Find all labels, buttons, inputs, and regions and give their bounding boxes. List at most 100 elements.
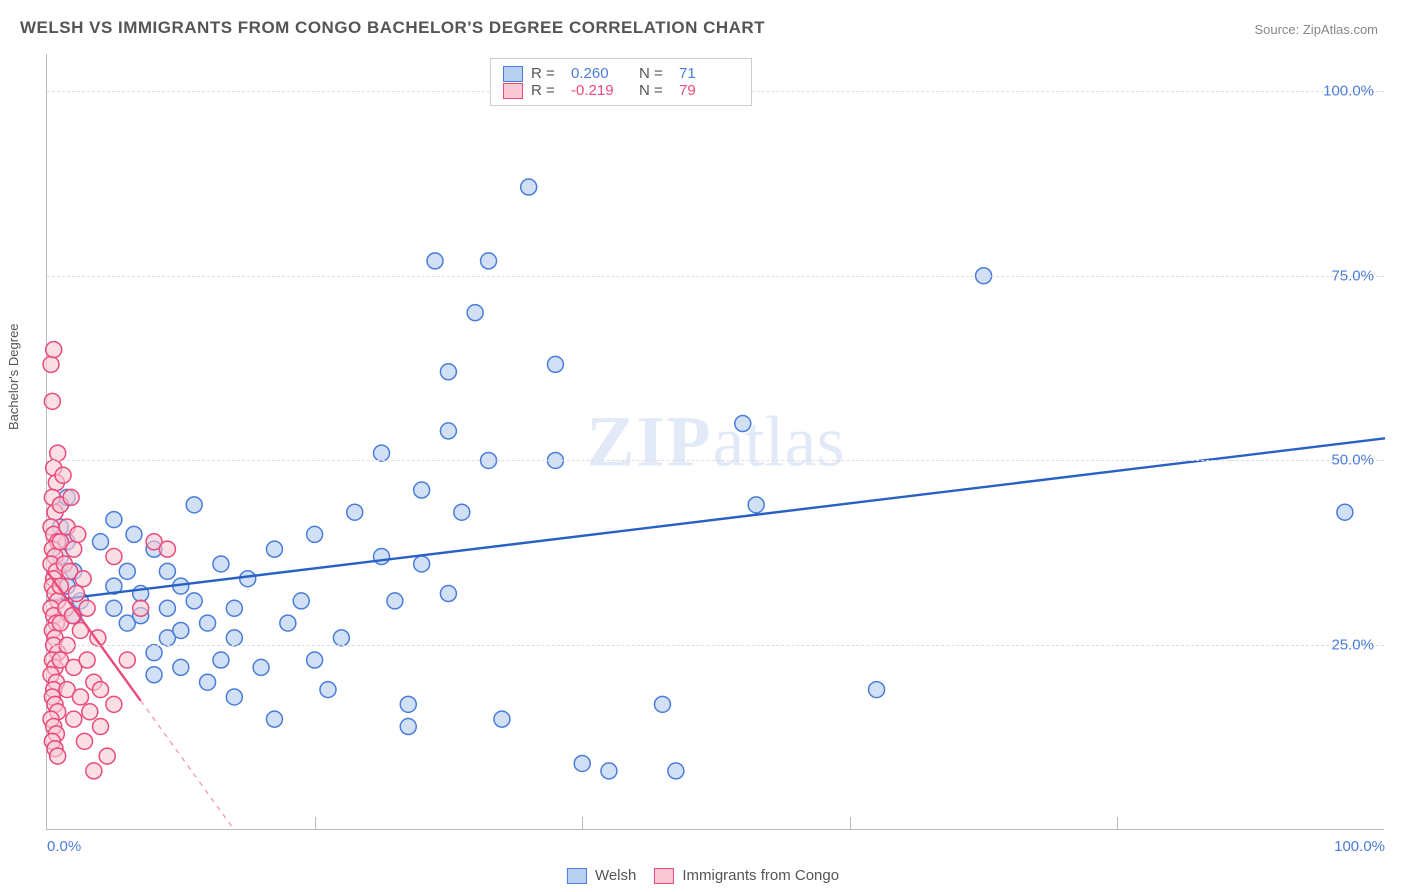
data-point bbox=[82, 704, 98, 720]
data-point bbox=[440, 423, 456, 439]
data-point bbox=[253, 659, 269, 675]
data-point bbox=[173, 659, 189, 675]
tick-mark-x bbox=[850, 817, 851, 829]
data-point bbox=[68, 586, 84, 602]
data-point bbox=[414, 556, 430, 572]
data-point bbox=[347, 504, 363, 520]
n-value-congo: 79 bbox=[679, 82, 739, 99]
data-point bbox=[63, 489, 79, 505]
plot-area: ZIPatlas 25.0%50.0%75.0%100.0%0.0%100.0% bbox=[46, 54, 1384, 830]
data-point bbox=[43, 356, 59, 372]
swatch-pink-icon bbox=[503, 83, 523, 99]
data-point bbox=[46, 342, 62, 358]
data-point bbox=[668, 763, 684, 779]
data-point bbox=[76, 733, 92, 749]
swatch-pink-icon bbox=[654, 868, 674, 884]
y-tick-label: 50.0% bbox=[1331, 452, 1374, 469]
r-value-welsh: 0.260 bbox=[571, 65, 631, 82]
data-point bbox=[440, 586, 456, 602]
data-point bbox=[99, 748, 115, 764]
data-point bbox=[440, 364, 456, 380]
data-point bbox=[414, 482, 430, 498]
data-point bbox=[427, 253, 443, 269]
data-point bbox=[374, 549, 390, 565]
data-point bbox=[86, 763, 102, 779]
data-point bbox=[200, 674, 216, 690]
data-point bbox=[400, 719, 416, 735]
stats-row-congo: R = -0.219 N = 79 bbox=[503, 82, 739, 99]
data-point bbox=[106, 549, 122, 565]
trend-line bbox=[47, 438, 1385, 601]
data-point bbox=[307, 652, 323, 668]
data-point bbox=[106, 696, 122, 712]
data-point bbox=[521, 179, 537, 195]
data-point bbox=[186, 497, 202, 513]
chart-title: WELSH VS IMMIGRANTS FROM CONGO BACHELOR'… bbox=[20, 18, 765, 38]
data-point bbox=[654, 696, 670, 712]
data-point bbox=[574, 755, 590, 771]
data-point bbox=[50, 445, 66, 461]
data-point bbox=[213, 556, 229, 572]
data-point bbox=[66, 541, 82, 557]
data-point bbox=[481, 253, 497, 269]
tick-mark-x bbox=[582, 817, 583, 829]
data-point bbox=[79, 652, 95, 668]
data-point bbox=[159, 600, 175, 616]
data-point bbox=[1337, 504, 1353, 520]
y-axis-label: Bachelor's Degree bbox=[6, 323, 21, 430]
data-point bbox=[601, 763, 617, 779]
n-value-welsh: 71 bbox=[679, 65, 739, 82]
data-point bbox=[226, 600, 242, 616]
data-point bbox=[146, 667, 162, 683]
data-point bbox=[106, 600, 122, 616]
stats-row-welsh: R = 0.260 N = 71 bbox=[503, 65, 739, 82]
y-tick-label: 75.0% bbox=[1331, 267, 1374, 284]
data-point bbox=[173, 622, 189, 638]
swatch-blue-icon bbox=[567, 868, 587, 884]
data-point bbox=[93, 534, 109, 550]
gridline-h bbox=[47, 460, 1384, 461]
data-point bbox=[240, 571, 256, 587]
data-point bbox=[494, 711, 510, 727]
data-point bbox=[159, 563, 175, 579]
data-point bbox=[280, 615, 296, 631]
data-point bbox=[75, 571, 91, 587]
data-point bbox=[735, 416, 751, 432]
data-point bbox=[293, 593, 309, 609]
data-point bbox=[44, 393, 60, 409]
data-point bbox=[266, 541, 282, 557]
data-point bbox=[454, 504, 470, 520]
data-point bbox=[374, 445, 390, 461]
source-attribution: Source: ZipAtlas.com bbox=[1254, 22, 1378, 37]
r-value-congo: -0.219 bbox=[571, 82, 631, 99]
data-point bbox=[93, 719, 109, 735]
data-point bbox=[119, 563, 135, 579]
data-point bbox=[93, 682, 109, 698]
tick-mark-x bbox=[315, 817, 316, 829]
data-point bbox=[226, 630, 242, 646]
data-point bbox=[159, 541, 175, 557]
data-point bbox=[387, 593, 403, 609]
data-point bbox=[66, 711, 82, 727]
series-legend: Welsh Immigrants from Congo bbox=[567, 867, 839, 884]
data-point bbox=[400, 696, 416, 712]
data-point bbox=[55, 467, 71, 483]
y-tick-label: 25.0% bbox=[1331, 637, 1374, 654]
data-point bbox=[133, 600, 149, 616]
data-point bbox=[119, 652, 135, 668]
data-point bbox=[333, 630, 349, 646]
data-point bbox=[307, 526, 323, 542]
data-point bbox=[547, 356, 563, 372]
data-point bbox=[79, 600, 95, 616]
legend-item-congo: Immigrants from Congo bbox=[654, 867, 839, 884]
data-point bbox=[186, 593, 202, 609]
data-point bbox=[70, 526, 86, 542]
gridline-h bbox=[47, 276, 1384, 277]
trend-line-dashed bbox=[141, 701, 235, 830]
data-point bbox=[467, 305, 483, 321]
data-point bbox=[266, 711, 282, 727]
stats-legend: R = 0.260 N = 71 R = -0.219 N = 79 bbox=[490, 58, 752, 106]
x-tick-label: 0.0% bbox=[47, 838, 81, 855]
data-point bbox=[126, 526, 142, 542]
data-point bbox=[106, 512, 122, 528]
